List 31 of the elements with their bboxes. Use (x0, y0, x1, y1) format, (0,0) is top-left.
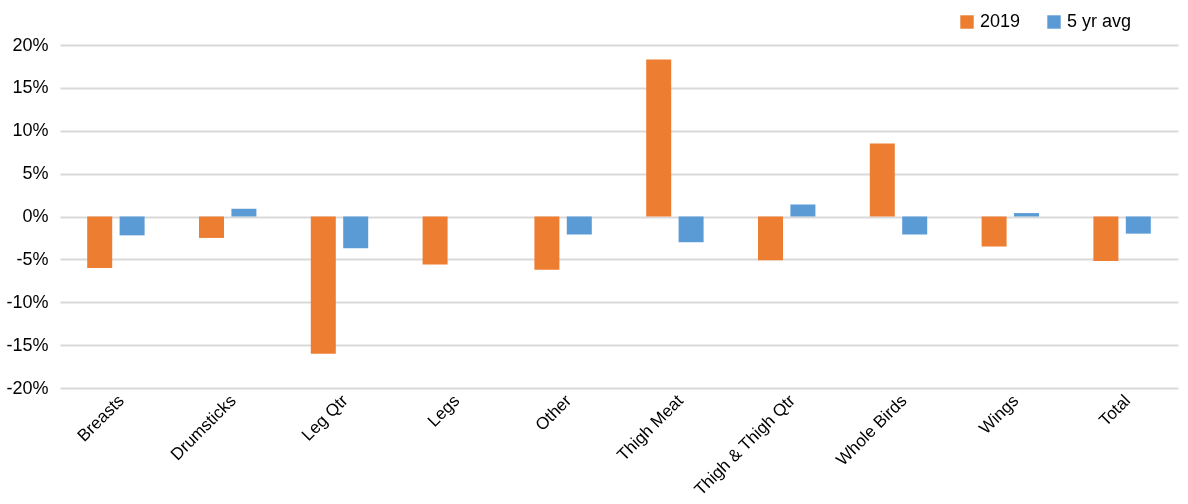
y-tick-label: 15% (12, 77, 49, 98)
legend-label: 2019 (980, 11, 1021, 31)
y-tick-label: 20% (12, 34, 49, 55)
bar (87, 216, 113, 268)
bar (119, 216, 145, 236)
x-tick-label: Leg Qtr (297, 390, 352, 445)
bar (1125, 216, 1151, 234)
bar (231, 208, 257, 217)
bar (1093, 216, 1119, 262)
y-tick-label: 5% (22, 163, 49, 184)
bar (422, 216, 448, 265)
bar (199, 216, 224, 238)
bar (902, 216, 928, 235)
y-tick-label: 10% (12, 120, 49, 141)
bar (566, 216, 592, 235)
bar (343, 216, 369, 249)
y-tick-label: -5% (16, 248, 49, 269)
bar (678, 216, 704, 243)
bar (869, 143, 895, 217)
bar (534, 216, 560, 270)
bar (310, 216, 336, 354)
bar (758, 216, 783, 261)
bar (1014, 213, 1039, 217)
y-tick-label: 0% (22, 206, 49, 226)
y-tick-label: -20% (6, 377, 49, 398)
bar (790, 204, 816, 217)
bar (646, 59, 672, 217)
y-tick-label: -15% (6, 334, 49, 355)
bar (981, 216, 1007, 247)
y-tick-label: -10% (6, 291, 49, 312)
legend-label: 5 yr avg (1067, 11, 1132, 31)
